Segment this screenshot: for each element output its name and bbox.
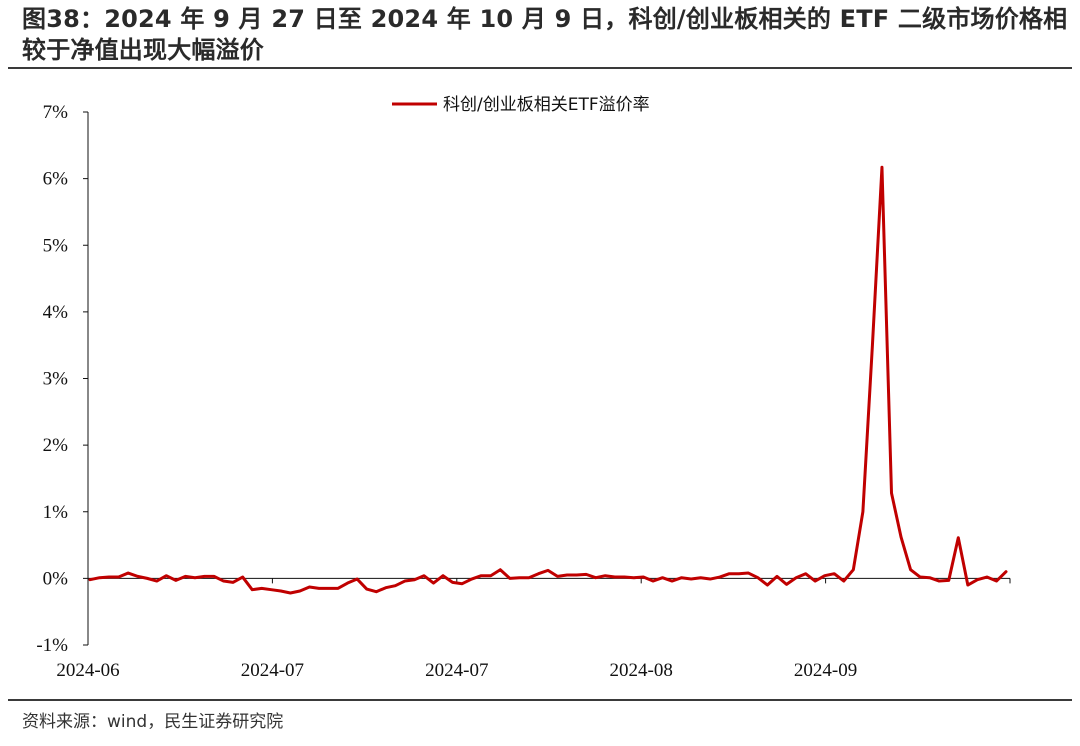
y-tick-label: 3% xyxy=(43,369,69,390)
y-tick-label: 6% xyxy=(43,169,69,190)
x-tick-label: 2024-06 xyxy=(56,660,119,681)
y-tick-label: 1% xyxy=(43,502,69,523)
source-note: 资料来源：wind，民生证券研究院 xyxy=(22,712,284,732)
x-tick-labels: 2024-06 2024-07 2024-07 2024-08 2024-09 xyxy=(56,660,857,681)
y-tick-label: 7% xyxy=(43,102,69,123)
x-tick-label: 2024-07 xyxy=(241,660,304,681)
series-lines xyxy=(88,165,1008,595)
y-tick-label: 2% xyxy=(43,435,69,456)
x-tick-label: 2024-09 xyxy=(794,660,857,681)
chart-title: 图38：2024 年 9 月 27 日至 2024 年 10 月 9 日，科创/… xyxy=(22,5,1068,64)
title-divider xyxy=(8,67,1072,69)
footer-divider xyxy=(8,699,1072,701)
x-tick-label: 2024-07 xyxy=(425,660,488,681)
legend: 科创/创业板相关ETF溢价率 xyxy=(392,95,650,115)
series-line xyxy=(88,165,1008,595)
y-tick-label: 5% xyxy=(43,235,69,256)
y-tick-label: 4% xyxy=(43,302,69,323)
legend-label: 科创/创业板相关ETF溢价率 xyxy=(443,95,650,115)
x-tick-label: 2024-08 xyxy=(610,660,673,681)
y-tick-label: 0% xyxy=(43,568,69,589)
y-tick-label: -1% xyxy=(36,635,68,656)
y-tick-labels: -1% 0% 1% 2% 3% 4% 5% 6% 7% xyxy=(36,102,68,656)
